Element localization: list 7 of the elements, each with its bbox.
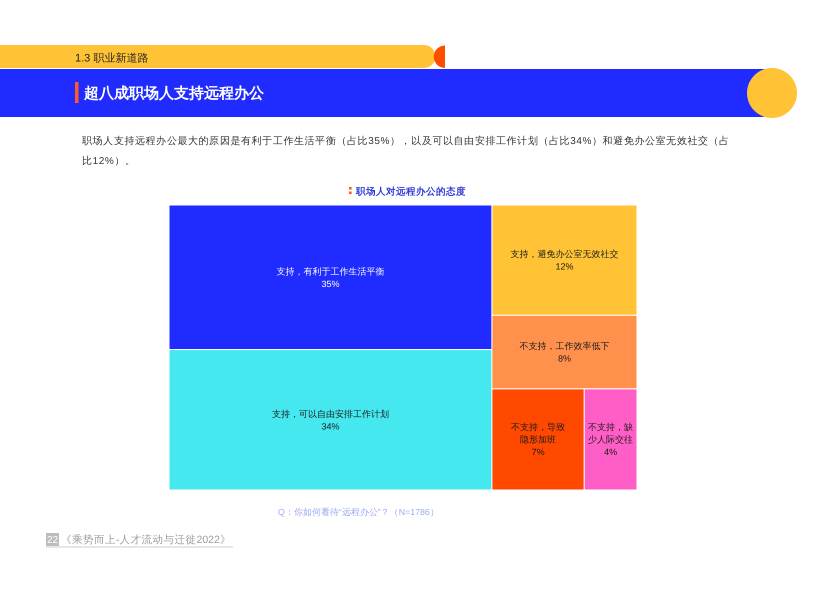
annotation: Q：你如何看待“远程办公”？（N=1786） (278, 507, 439, 517)
annotation: 《乘势而上-人才流动与迁徙2022》 (61, 534, 231, 546)
annotation: 职场人支持远程办公最大的原因是有利于工作生活平衡（占比35%），以及可以自由安排工作计划（占比34%）和避免办公室无效社交（占比12%）。 (82, 136, 730, 167)
title: 职场人对远程办公的态度 (356, 186, 466, 198)
annotation: 1.3 职业新道路 (75, 52, 148, 64)
annotation: 超八成职场人支持远程办公 (84, 85, 264, 102)
annotation: 22 (46, 535, 58, 546)
